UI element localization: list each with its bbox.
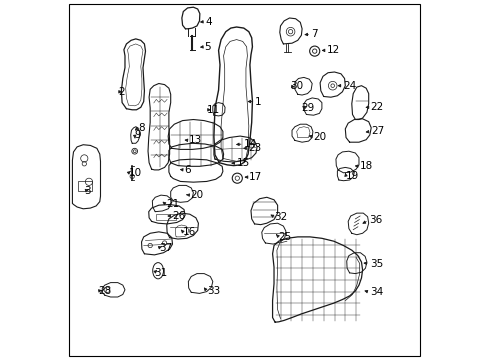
Text: 17: 17 xyxy=(248,172,262,182)
Text: 5: 5 xyxy=(204,42,210,52)
Text: 35: 35 xyxy=(369,258,382,269)
Text: 31: 31 xyxy=(153,268,167,278)
Bar xyxy=(78,181,92,191)
Text: 28: 28 xyxy=(99,286,112,296)
Text: 30: 30 xyxy=(290,81,303,91)
Text: 25: 25 xyxy=(278,232,291,242)
Text: 4: 4 xyxy=(205,17,212,27)
Text: 36: 36 xyxy=(368,215,381,225)
Text: 32: 32 xyxy=(273,212,286,222)
Text: 2: 2 xyxy=(118,87,124,97)
Text: 8: 8 xyxy=(138,123,144,133)
Text: 37: 37 xyxy=(159,243,172,253)
Text: 22: 22 xyxy=(369,102,382,112)
Text: 27: 27 xyxy=(370,126,384,136)
Text: 33: 33 xyxy=(206,286,220,296)
Text: 21: 21 xyxy=(166,199,179,210)
Text: 16: 16 xyxy=(183,227,196,237)
Text: 11: 11 xyxy=(206,105,219,115)
Text: 13: 13 xyxy=(188,135,202,145)
Text: 29: 29 xyxy=(301,103,314,113)
Text: 12: 12 xyxy=(326,45,339,55)
Text: 18: 18 xyxy=(359,161,372,171)
Text: 34: 34 xyxy=(369,287,382,297)
Text: 3: 3 xyxy=(84,186,91,196)
Text: 14: 14 xyxy=(244,139,257,149)
Text: 20: 20 xyxy=(312,132,325,142)
Text: 19: 19 xyxy=(346,171,359,181)
Bar xyxy=(156,214,176,220)
Text: 24: 24 xyxy=(343,81,356,91)
Text: 10: 10 xyxy=(128,168,142,178)
Text: 15: 15 xyxy=(237,158,250,168)
Text: 6: 6 xyxy=(183,165,190,175)
Text: 7: 7 xyxy=(310,29,317,39)
Text: 23: 23 xyxy=(247,143,261,153)
Text: 26: 26 xyxy=(171,211,184,221)
Text: 20: 20 xyxy=(189,190,203,200)
Text: 1: 1 xyxy=(254,96,261,107)
Text: 9: 9 xyxy=(134,130,141,140)
